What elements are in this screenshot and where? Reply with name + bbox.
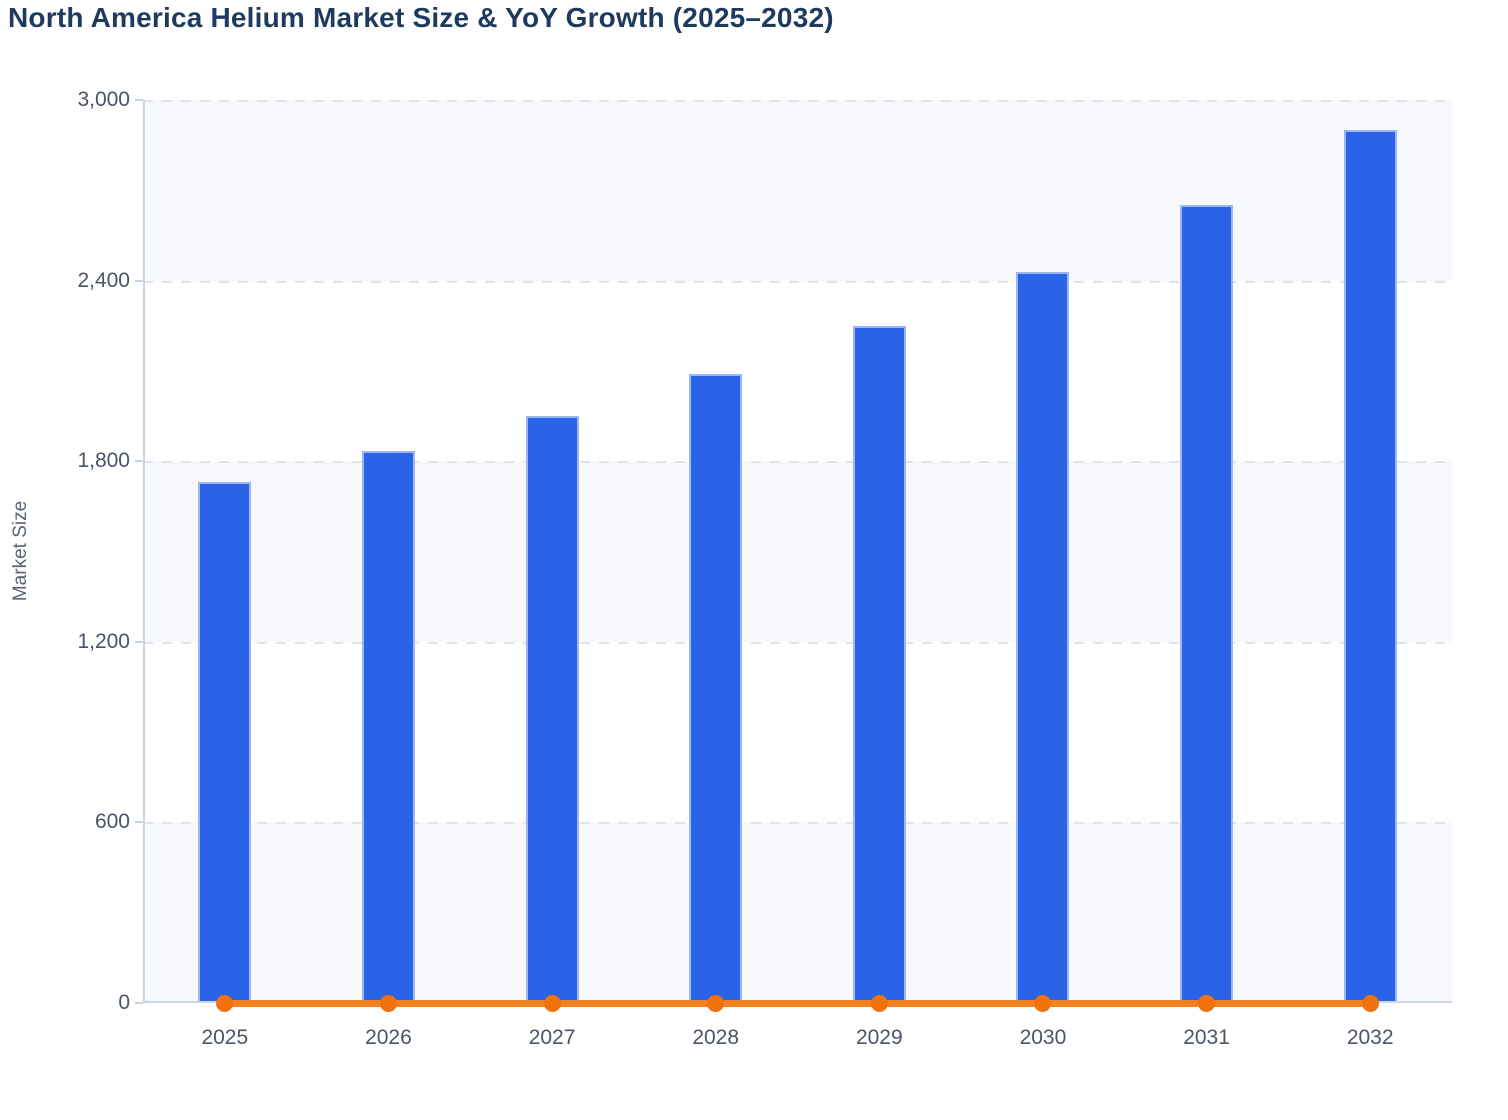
- y-tick-label: 1,800: [77, 449, 130, 473]
- bar-2028[interactable]: [689, 373, 743, 1003]
- gridline: [143, 822, 1452, 825]
- y-axis-tick: [135, 821, 143, 824]
- yoy-growth-line[interactable]: [224, 999, 1371, 1007]
- x-tick-label: 2030: [1019, 1026, 1067, 1049]
- y-tick-label: 1,200: [77, 629, 130, 653]
- yoy-marker-2030[interactable]: [1034, 994, 1052, 1012]
- yoy-marker-2031[interactable]: [1198, 994, 1216, 1012]
- x-tick-label: 2032: [1346, 1026, 1394, 1049]
- y-axis-tick: [135, 640, 143, 643]
- chart-plot: 0 600 1,200 1,800 2,400 3,000 2025 2026 2027 2028…: [77, 88, 1452, 1049]
- x-tick-label: 2027: [528, 1026, 576, 1049]
- plot-band: [143, 280, 1452, 462]
- plot-band: [143, 100, 1452, 281]
- yoy-marker-2032[interactable]: [1361, 994, 1379, 1012]
- gridline: [143, 280, 1452, 283]
- bar-2029[interactable]: [852, 325, 906, 1003]
- y-tick-label: 2,400: [77, 268, 130, 292]
- gridline: [143, 461, 1452, 464]
- yoy-marker-2026[interactable]: [379, 994, 397, 1012]
- y-tick-label: 0: [118, 991, 130, 1014]
- y-axis-tick: [135, 460, 143, 463]
- x-tick-label: 2025: [201, 1026, 249, 1049]
- y-axis-title: Market Size: [10, 500, 31, 602]
- yoy-marker-2027[interactable]: [543, 994, 561, 1012]
- plot-band: [143, 641, 1452, 823]
- plot-band: [143, 822, 1452, 1003]
- bar-2030[interactable]: [1016, 271, 1070, 1003]
- y-tick-label: 3,000: [77, 88, 130, 111]
- gridline: [143, 641, 1452, 644]
- bar-2027[interactable]: [525, 416, 579, 1003]
- y-tick-label: 600: [94, 810, 130, 834]
- y-axis-line: [143, 100, 145, 1003]
- y-axis-tick: [135, 99, 143, 101]
- chart-title: North America Helium Market Size & YoY G…: [8, 2, 834, 33]
- yoy-marker-2025[interactable]: [216, 994, 234, 1012]
- x-tick-label: 2026: [365, 1026, 412, 1049]
- plot-band: [143, 461, 1452, 642]
- x-tick-label: 2028: [692, 1026, 740, 1049]
- bar-2031[interactable]: [1180, 205, 1234, 1003]
- x-tick-label: 2031: [1183, 1026, 1230, 1049]
- yoy-marker-2029[interactable]: [870, 994, 888, 1012]
- gridline: [143, 100, 1452, 102]
- y-axis-tick: [135, 1002, 143, 1004]
- bar-2026[interactable]: [361, 450, 415, 1003]
- yoy-marker-2028[interactable]: [707, 994, 725, 1012]
- bar-2025[interactable]: [198, 482, 252, 1003]
- bar-2032[interactable]: [1343, 130, 1397, 1003]
- y-axis-tick: [135, 279, 143, 282]
- x-tick-label: 2029: [855, 1026, 903, 1049]
